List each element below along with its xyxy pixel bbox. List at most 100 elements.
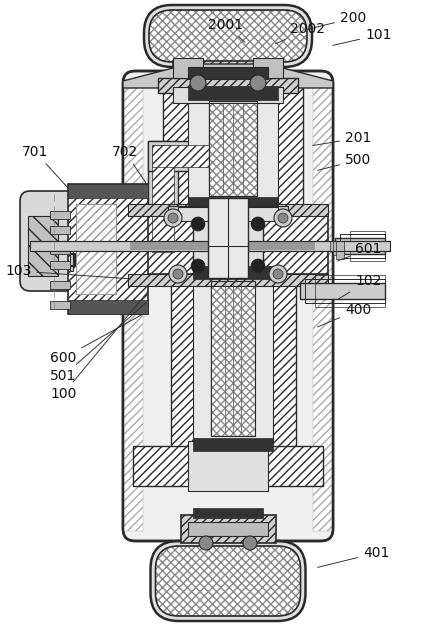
Bar [152, 145, 174, 252]
Bar [188, 86, 278, 100]
Text: 2002: 2002 [275, 22, 325, 44]
Bar [50, 246, 70, 254]
Bar [173, 61, 283, 81]
Bar [313, 81, 332, 531]
Text: 401: 401 [318, 546, 389, 567]
Ellipse shape [251, 217, 265, 231]
Bar [209, 101, 257, 196]
Bar [128, 216, 328, 274]
Bar [193, 274, 273, 443]
Bar [330, 241, 342, 251]
Ellipse shape [274, 209, 292, 227]
Bar [50, 281, 70, 289]
Text: 103: 103 [5, 264, 130, 279]
Bar [173, 87, 283, 103]
Bar [188, 522, 268, 536]
Bar [133, 446, 323, 486]
Bar [209, 101, 257, 196]
Bar [335, 238, 385, 254]
Bar [50, 211, 70, 219]
Bar [50, 261, 70, 269]
Bar [188, 67, 268, 79]
FancyBboxPatch shape [150, 541, 306, 621]
Text: 201: 201 [313, 131, 371, 146]
Bar [76, 204, 116, 294]
Bar [68, 184, 148, 198]
Bar [70, 249, 73, 271]
Text: 501: 501 [50, 303, 146, 383]
Bar [124, 81, 143, 531]
Bar [315, 275, 385, 307]
Ellipse shape [250, 75, 266, 91]
Text: 701: 701 [22, 145, 68, 188]
Text: 101: 101 [333, 28, 392, 45]
FancyBboxPatch shape [20, 191, 75, 291]
Bar [152, 145, 224, 167]
Ellipse shape [173, 269, 183, 279]
FancyBboxPatch shape [123, 71, 333, 541]
Bar [28, 216, 58, 276]
Bar [178, 207, 278, 221]
Bar [30, 241, 390, 251]
Bar [333, 241, 343, 255]
Bar [68, 300, 148, 314]
Bar [193, 508, 263, 518]
Ellipse shape [199, 536, 213, 550]
Text: 601: 601 [338, 242, 381, 261]
Bar [188, 441, 268, 491]
Bar [253, 58, 283, 78]
Bar [300, 283, 385, 299]
Ellipse shape [273, 269, 283, 279]
Ellipse shape [243, 536, 257, 550]
Bar [68, 184, 148, 314]
Bar [128, 204, 328, 216]
Bar [188, 94, 278, 203]
Bar [193, 211, 263, 279]
Ellipse shape [231, 217, 245, 231]
Bar [158, 78, 298, 93]
Bar [50, 301, 70, 309]
Polygon shape [123, 64, 333, 88]
Bar [211, 281, 255, 436]
Ellipse shape [169, 265, 187, 283]
Bar [350, 231, 385, 261]
Bar [168, 206, 288, 218]
Bar [193, 438, 273, 451]
Text: 600: 600 [50, 314, 143, 365]
Bar [340, 234, 385, 258]
Bar [181, 515, 275, 543]
Ellipse shape [190, 75, 206, 91]
Bar [173, 58, 203, 78]
Bar [76, 204, 116, 294]
Bar [148, 141, 228, 171]
Text: 100: 100 [50, 291, 148, 401]
Ellipse shape [191, 217, 205, 231]
FancyBboxPatch shape [149, 10, 307, 62]
Bar [50, 226, 70, 234]
Bar [188, 197, 278, 211]
Bar [163, 86, 303, 211]
Ellipse shape [191, 259, 205, 273]
Text: 500: 500 [318, 153, 371, 170]
Bar [305, 279, 385, 303]
Text: 702: 702 [112, 145, 147, 184]
Text: 102: 102 [337, 274, 381, 300]
Bar [148, 141, 178, 256]
Ellipse shape [211, 259, 225, 273]
Ellipse shape [251, 259, 265, 273]
Text: 400: 400 [317, 303, 371, 327]
Text: 200: 200 [308, 11, 366, 29]
Ellipse shape [269, 265, 287, 283]
Bar [336, 241, 344, 259]
Ellipse shape [211, 217, 225, 231]
Bar [211, 281, 255, 436]
FancyBboxPatch shape [144, 5, 312, 67]
Bar [130, 242, 315, 250]
Ellipse shape [231, 259, 245, 273]
Bar [193, 266, 273, 279]
FancyBboxPatch shape [155, 546, 301, 616]
Ellipse shape [168, 213, 178, 223]
Text: 2001: 2001 [208, 18, 245, 42]
Bar [208, 198, 248, 278]
Ellipse shape [278, 213, 288, 223]
